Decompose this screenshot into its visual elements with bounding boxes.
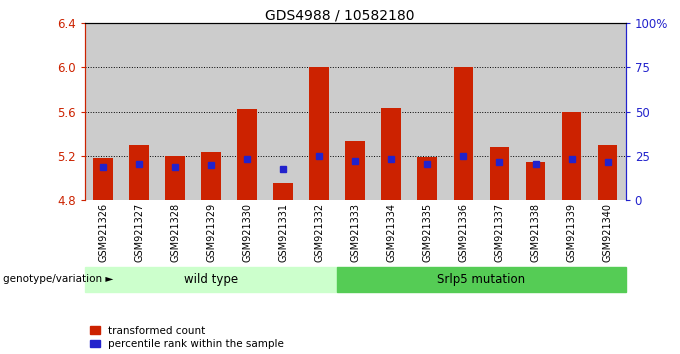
Bar [237,109,257,200]
Bar [85,23,121,200]
Bar [554,23,590,200]
Bar [337,267,626,292]
Text: wild type: wild type [184,273,238,286]
Bar [490,147,509,200]
Bar [454,67,473,200]
Bar [301,23,337,200]
Bar [229,23,265,200]
Text: GDS4988 / 10582180: GDS4988 / 10582180 [265,9,415,23]
Bar [418,157,437,200]
Bar [517,23,554,200]
Bar [381,108,401,200]
Bar [93,158,113,200]
Bar [265,23,301,200]
Bar [85,267,337,292]
Legend: transformed count, percentile rank within the sample: transformed count, percentile rank withi… [90,326,284,349]
Bar [373,23,409,200]
Bar [481,23,517,200]
Bar [309,67,329,200]
Bar [129,145,149,200]
Bar [201,153,221,200]
Bar [157,23,193,200]
Bar [121,23,157,200]
Text: genotype/variation ►: genotype/variation ► [3,274,114,284]
Bar [409,23,445,200]
Bar [598,145,617,200]
Bar [590,23,626,200]
Bar [345,141,365,200]
Bar [337,23,373,200]
Bar [562,112,581,200]
Bar [445,23,481,200]
Bar [526,162,545,200]
Bar [165,156,185,200]
Bar [273,183,293,200]
Bar [193,23,229,200]
Text: Srlp5 mutation: Srlp5 mutation [437,273,526,286]
